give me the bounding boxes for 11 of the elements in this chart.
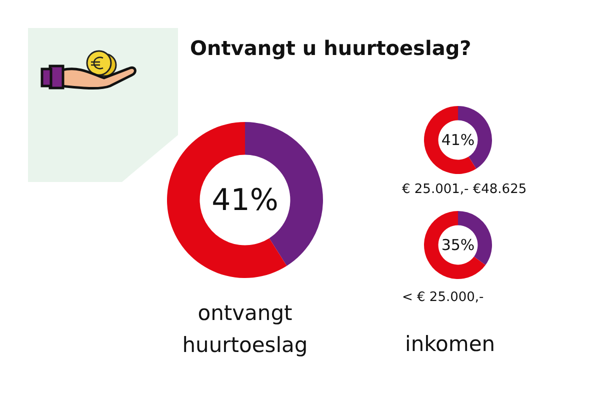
donut-slice — [424, 211, 486, 279]
text: < € 25.000,- — [402, 289, 485, 307]
text: 35% — [440, 235, 476, 256]
text: 41% — [210, 182, 280, 220]
donut-slice — [424, 106, 476, 174]
text: ontvangt huurtoeslag — [181, 300, 309, 358]
chart-title: Ontvangt u huurtoeslag? — [190, 36, 472, 60]
text: 41% — [440, 130, 476, 151]
donut-slice — [167, 122, 287, 278]
text: € 25.001,- €48.625 — [402, 181, 528, 199]
text: inkomen — [405, 332, 496, 356]
